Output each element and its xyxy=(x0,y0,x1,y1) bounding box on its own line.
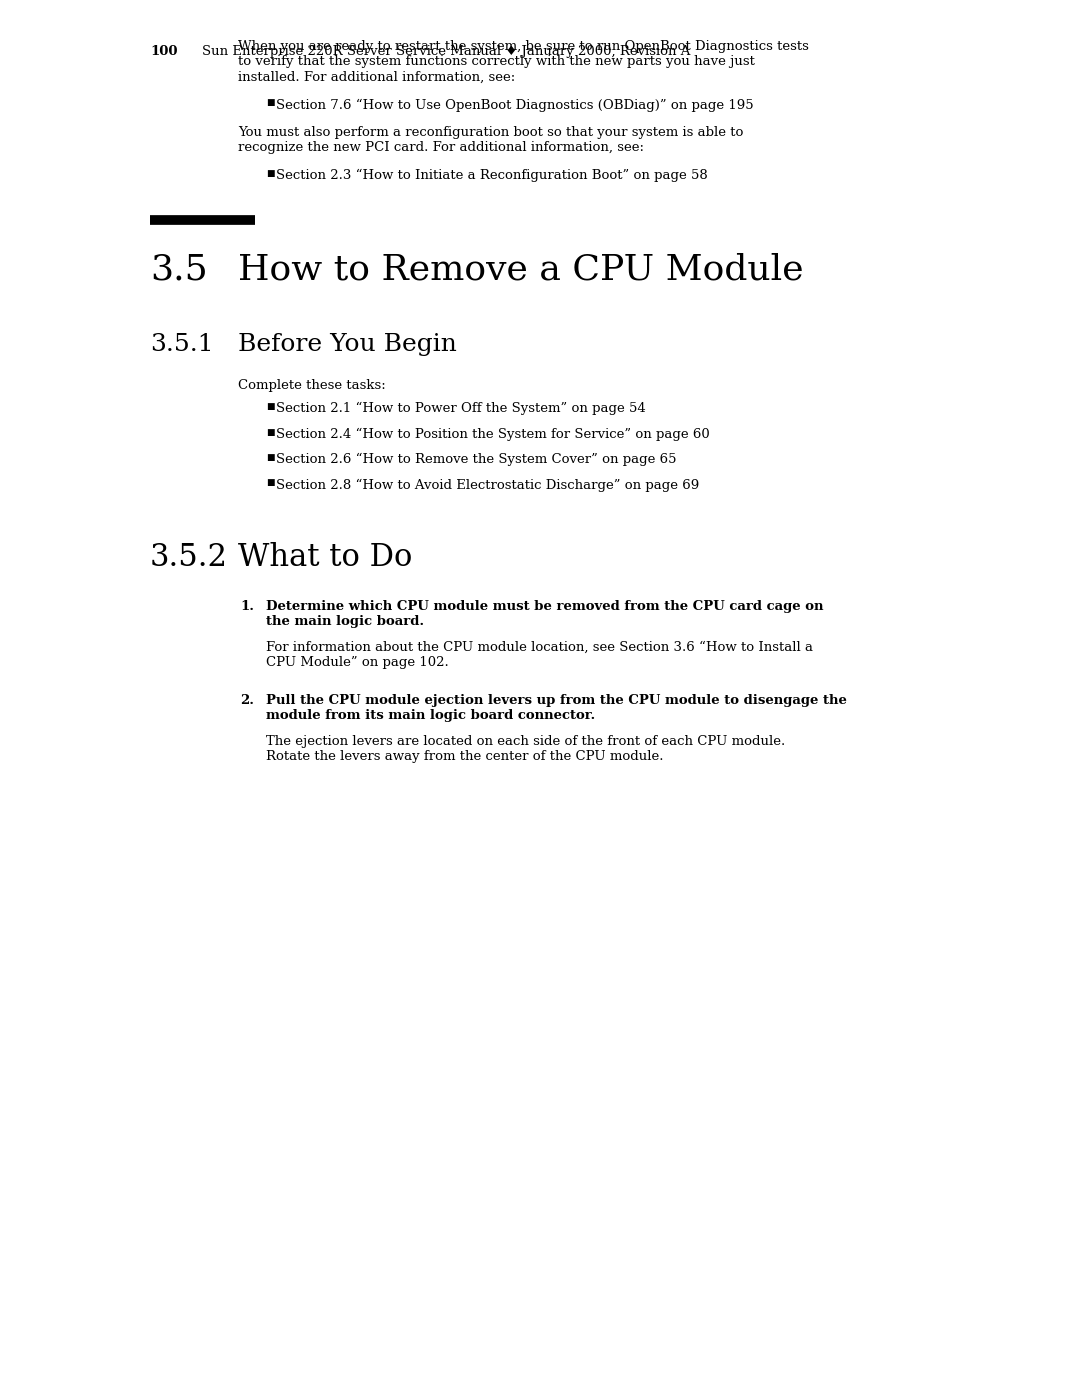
Text: Sun Enterprise 220R Server Service Manual ♦ January 2000, Revision A: Sun Enterprise 220R Server Service Manua… xyxy=(202,45,690,59)
Text: Section 2.4 “How to Position the System for Service” on page 60: Section 2.4 “How to Position the System … xyxy=(276,427,710,440)
Text: the main logic board.: the main logic board. xyxy=(266,616,424,629)
Text: ■: ■ xyxy=(266,479,274,488)
Text: 1.: 1. xyxy=(240,599,254,613)
Text: 2.: 2. xyxy=(240,694,254,707)
Text: How to Remove a CPU Module: How to Remove a CPU Module xyxy=(238,253,804,286)
Text: ■: ■ xyxy=(266,453,274,462)
Text: Section 7.6 “How to Use OpenBoot Diagnostics (OBDiag)” on page 195: Section 7.6 “How to Use OpenBoot Diagnos… xyxy=(276,99,754,112)
Text: Before You Begin: Before You Begin xyxy=(238,332,457,355)
Text: ■: ■ xyxy=(266,402,274,411)
Text: 3.5: 3.5 xyxy=(150,253,207,286)
Text: Rotate the levers away from the center of the CPU module.: Rotate the levers away from the center o… xyxy=(266,750,663,764)
Text: For information about the CPU module location, see Section 3.6 “How to Install a: For information about the CPU module loc… xyxy=(266,641,813,654)
Text: Determine which CPU module must be removed from the CPU card cage on: Determine which CPU module must be remov… xyxy=(266,599,824,613)
Text: Section 2.6 “How to Remove the System Cover” on page 65: Section 2.6 “How to Remove the System Co… xyxy=(276,453,676,467)
Text: 3.5.2: 3.5.2 xyxy=(150,542,228,573)
Text: When you are ready to restart the system, be sure to run OpenBoot Diagnostics te: When you are ready to restart the system… xyxy=(238,41,809,53)
Text: Section 2.8 “How to Avoid Electrostatic Discharge” on page 69: Section 2.8 “How to Avoid Electrostatic … xyxy=(276,479,699,492)
Text: CPU Module” on page 102.: CPU Module” on page 102. xyxy=(266,657,449,669)
Text: Section 2.1 “How to Power Off the System” on page 54: Section 2.1 “How to Power Off the System… xyxy=(276,402,646,415)
Text: The ejection levers are located on each side of the front of each CPU module.: The ejection levers are located on each … xyxy=(266,735,785,747)
Text: installed. For additional information, see:: installed. For additional information, s… xyxy=(238,71,515,84)
Text: Section 2.3 “How to Initiate a Reconfiguration Boot” on page 58: Section 2.3 “How to Initiate a Reconfigu… xyxy=(276,169,707,182)
Text: Complete these tasks:: Complete these tasks: xyxy=(238,379,386,391)
Text: recognize the new PCI card. For additional information, see:: recognize the new PCI card. For addition… xyxy=(238,141,644,155)
Text: ■: ■ xyxy=(266,99,274,108)
Text: 100: 100 xyxy=(150,45,177,59)
Text: module from its main logic board connector.: module from its main logic board connect… xyxy=(266,710,595,722)
Text: ■: ■ xyxy=(266,169,274,177)
Text: Pull the CPU module ejection levers up from the CPU module to disengage the: Pull the CPU module ejection levers up f… xyxy=(266,694,847,707)
Text: to verify that the system functions correctly with the new parts you have just: to verify that the system functions corr… xyxy=(238,56,755,68)
Text: What to Do: What to Do xyxy=(238,542,413,573)
Text: 3.5.1: 3.5.1 xyxy=(150,332,214,355)
Text: ■: ■ xyxy=(266,427,274,436)
Text: You must also perform a reconfiguration boot so that your system is able to: You must also perform a reconfiguration … xyxy=(238,126,743,138)
